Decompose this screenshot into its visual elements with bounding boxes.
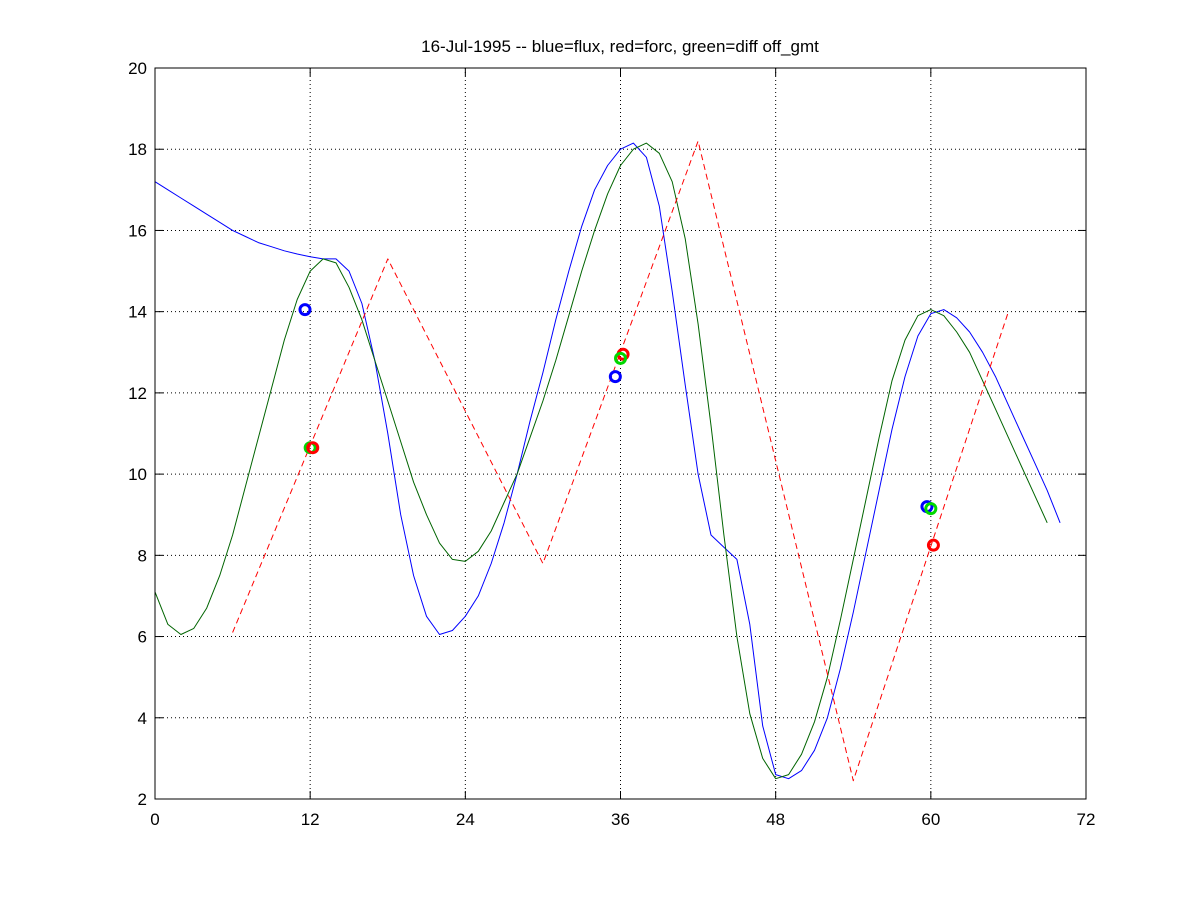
circle-marker [608, 370, 622, 384]
circle-marker [306, 441, 320, 455]
circle-marker [298, 303, 312, 317]
y-tick-label: 4 [138, 709, 147, 728]
x-tick-label: 36 [611, 810, 630, 829]
y-tick-label: 2 [138, 790, 147, 809]
x-tick-label: 12 [301, 810, 320, 829]
x-tick-label: 72 [1077, 810, 1096, 829]
plot-area [155, 68, 1086, 799]
circle-marker [924, 502, 938, 516]
circle-marker [614, 351, 627, 365]
y-tick-label: 6 [138, 628, 147, 647]
x-tick-label: 48 [766, 810, 785, 829]
marker-group [298, 303, 940, 552]
y-tick-label: 10 [128, 465, 147, 484]
x-tick-label: 0 [150, 810, 159, 829]
x-tick-label: 24 [456, 810, 475, 829]
series-line-1 [154, 142, 1061, 780]
y-tick-label: 20 [128, 59, 147, 78]
series-line-2 [154, 142, 1048, 780]
y-tick-label: 18 [128, 140, 147, 159]
y-tick-label: 14 [128, 303, 147, 322]
chart-title: 16-Jul-1995 -- blue=flux, red=forc, gree… [421, 37, 819, 56]
y-tick-label: 8 [138, 546, 147, 565]
x-tick-label: 60 [921, 810, 940, 829]
y-tick-label: 16 [128, 221, 147, 240]
circle-marker [926, 538, 940, 552]
y-tick-label: 12 [128, 384, 147, 403]
